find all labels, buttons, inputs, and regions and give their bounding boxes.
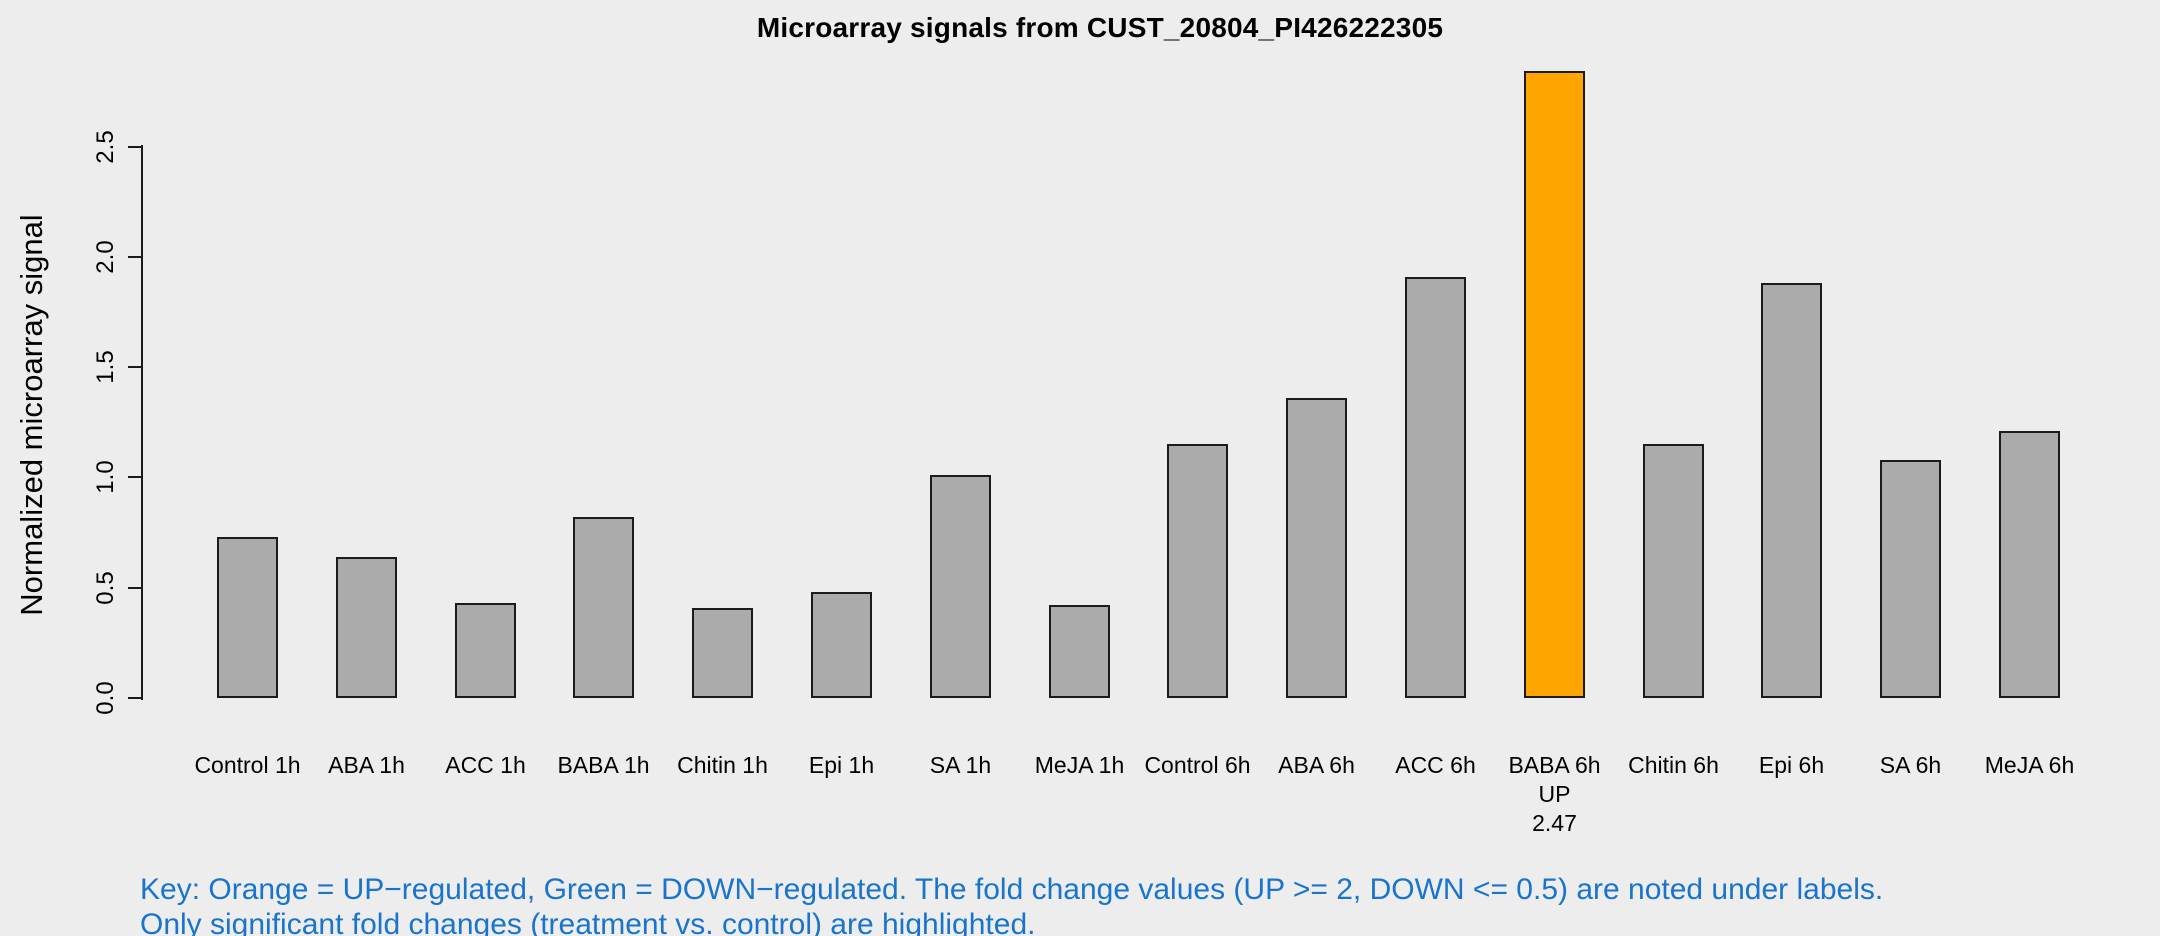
bar-control-6h xyxy=(1167,444,1228,698)
y-tick-label: 1.5 xyxy=(92,350,119,384)
bar-chitin-6h xyxy=(1643,444,1704,698)
bar-baba-6h xyxy=(1524,71,1585,698)
y-tick xyxy=(128,366,141,368)
key-line-1: Key: Orange = UP−regulated, Green = DOWN… xyxy=(140,873,1884,906)
chart-title: Microarray signals from CUST_20804_PI426… xyxy=(756,12,1444,43)
bar-label-acc-6h: ACC 6h xyxy=(1395,752,1476,778)
bar-label-sa-6h: SA 6h xyxy=(1879,752,1942,778)
y-tick-label: 2.5 xyxy=(92,130,119,164)
bar-aba-1h xyxy=(336,557,397,698)
bar-label-meja-6h: MeJA 6h xyxy=(1984,752,2075,778)
bar-label-meja-1h: MeJA 1h xyxy=(1034,752,1125,778)
bar-meja-1h xyxy=(1049,605,1110,698)
bar-label-baba-1h: BABA 1h xyxy=(557,752,650,778)
bar-label-aba-6h: ABA 6h xyxy=(1278,752,1355,778)
bar-control-1h xyxy=(217,537,278,698)
bar-aba-6h xyxy=(1286,398,1347,698)
y-tick-label: 1.0 xyxy=(92,460,119,494)
bar-label-epi-1h: Epi 1h xyxy=(808,752,875,778)
y-tick-label: 0.5 xyxy=(92,571,119,605)
bar-label-chitin-6h: Chitin 6h xyxy=(1628,752,1719,778)
bar-sa-1h xyxy=(930,475,991,698)
bar-label-aba-1h: ABA 1h xyxy=(328,752,405,778)
y-tick xyxy=(128,476,141,478)
y-axis-line xyxy=(141,145,143,700)
bar-label-acc-1h: ACC 1h xyxy=(445,752,526,778)
bar-epi-6h xyxy=(1761,283,1822,698)
y-tick xyxy=(128,256,141,258)
bar-acc-6h xyxy=(1405,277,1466,698)
y-tick-label: 2.0 xyxy=(92,240,119,274)
bar-chitin-1h xyxy=(692,608,753,698)
bar-label-epi-6h: Epi 6h xyxy=(1758,752,1825,778)
bar-meja-6h xyxy=(1999,431,2060,698)
y-tick xyxy=(128,697,141,699)
fold-change-annotation: 2.47 xyxy=(1532,810,1577,836)
bar-baba-1h xyxy=(573,517,634,698)
bar-label-chitin-1h: Chitin 1h xyxy=(677,752,768,778)
bar-label-baba-6h: BABA 6h UP 2.47 xyxy=(1508,752,1601,836)
bar-acc-1h xyxy=(455,603,516,698)
fold-change-annotation: UP xyxy=(1538,781,1571,807)
bar-label-sa-1h: SA 1h xyxy=(929,752,992,778)
key-line-2: Only significant fold changes (treatment… xyxy=(140,908,1036,936)
bar-label-control-6h: Control 6h xyxy=(1144,752,1251,778)
y-axis-label: Normalized microarray signal xyxy=(14,214,49,616)
bar-sa-6h xyxy=(1880,460,1941,698)
y-tick xyxy=(128,146,141,148)
bar-label-control-1h: Control 1h xyxy=(194,752,301,778)
chart-key: Key: Orange = UP−regulated, Green = DOWN… xyxy=(140,872,1883,936)
bar-epi-1h xyxy=(811,592,872,698)
y-tick xyxy=(128,587,141,589)
y-tick-label: 0.0 xyxy=(92,681,119,715)
